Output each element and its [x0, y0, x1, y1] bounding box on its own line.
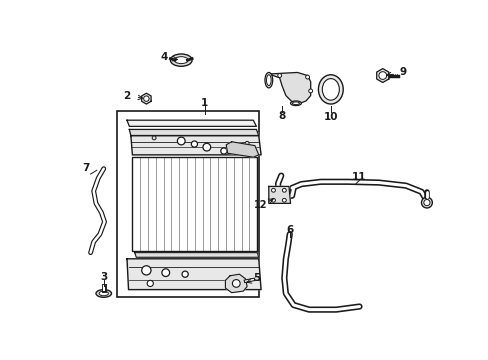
Circle shape	[191, 141, 197, 147]
Text: 11: 11	[351, 172, 366, 182]
Circle shape	[277, 73, 281, 77]
Ellipse shape	[96, 289, 111, 297]
Polygon shape	[127, 259, 261, 289]
Polygon shape	[226, 142, 258, 157]
Polygon shape	[127, 120, 256, 126]
Text: 12: 12	[254, 200, 267, 210]
Ellipse shape	[264, 72, 272, 88]
Text: 7: 7	[82, 163, 89, 173]
Ellipse shape	[170, 54, 192, 66]
Text: 9: 9	[398, 67, 406, 77]
Circle shape	[282, 188, 285, 192]
Circle shape	[143, 96, 149, 101]
Ellipse shape	[322, 78, 339, 100]
Circle shape	[142, 266, 151, 275]
Circle shape	[220, 148, 226, 154]
Circle shape	[271, 198, 275, 202]
Polygon shape	[129, 130, 258, 136]
Circle shape	[423, 199, 429, 206]
Polygon shape	[142, 93, 151, 104]
Circle shape	[147, 280, 153, 287]
Circle shape	[177, 137, 185, 145]
Text: 10: 10	[323, 112, 337, 122]
Polygon shape	[268, 72, 310, 103]
Ellipse shape	[292, 102, 299, 105]
Circle shape	[421, 197, 431, 208]
Bar	[117, 111, 258, 297]
Polygon shape	[376, 69, 388, 82]
Circle shape	[378, 72, 386, 80]
Circle shape	[308, 89, 312, 93]
Circle shape	[305, 75, 309, 79]
Ellipse shape	[99, 291, 108, 296]
Polygon shape	[135, 253, 258, 257]
Circle shape	[152, 136, 156, 140]
Text: 5: 5	[252, 273, 260, 283]
Ellipse shape	[174, 57, 188, 64]
Ellipse shape	[266, 75, 270, 86]
Circle shape	[271, 188, 275, 192]
Ellipse shape	[318, 75, 343, 104]
Text: 1: 1	[201, 98, 208, 108]
Polygon shape	[131, 136, 261, 155]
Text: 2: 2	[123, 91, 130, 100]
Text: 8: 8	[278, 111, 285, 121]
Circle shape	[182, 271, 188, 277]
Bar	[132, 157, 257, 251]
Text: 4: 4	[160, 52, 167, 62]
Polygon shape	[268, 186, 290, 203]
Bar	[132, 157, 257, 251]
Ellipse shape	[290, 101, 301, 105]
Text: 3: 3	[100, 271, 107, 282]
Circle shape	[232, 280, 240, 287]
Text: 6: 6	[285, 225, 293, 235]
Circle shape	[162, 269, 169, 276]
Circle shape	[203, 143, 210, 151]
Circle shape	[244, 141, 248, 145]
Polygon shape	[225, 274, 246, 293]
Circle shape	[282, 198, 285, 202]
